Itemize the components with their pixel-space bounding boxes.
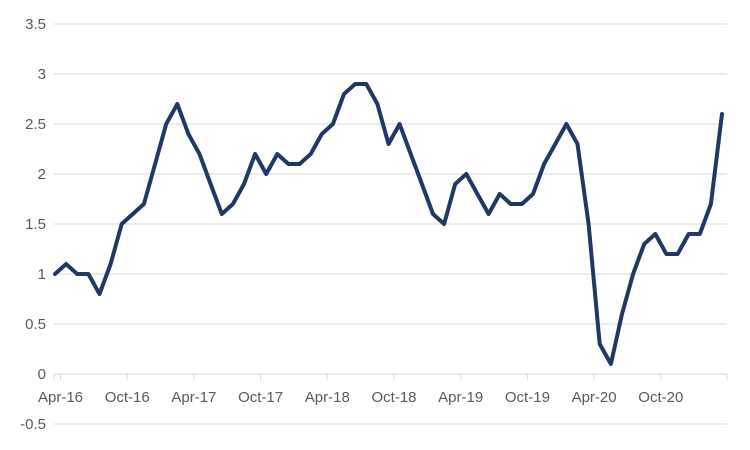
x-axis-label: Oct-19 — [505, 389, 550, 406]
x-axis-label: Apr-17 — [171, 389, 216, 406]
x-axis-label: Apr-16 — [38, 389, 83, 406]
y-axis-label: 1 — [38, 266, 46, 283]
x-axis-label: Apr-20 — [572, 389, 617, 406]
y-axis-label: 2 — [38, 166, 46, 183]
y-axis-label: 0 — [38, 366, 46, 383]
x-axis-label: Oct-18 — [371, 389, 416, 406]
x-axis-label: Apr-18 — [305, 389, 350, 406]
x-axis-label: Oct-20 — [638, 389, 683, 406]
x-axis-label: Apr-19 — [438, 389, 483, 406]
data-line — [53, 82, 724, 366]
y-axis-label: -0.5 — [20, 416, 46, 433]
y-axis-label: 1.5 — [25, 216, 46, 233]
y-axis-label: 0.5 — [25, 316, 46, 333]
x-axis-label: Oct-16 — [105, 389, 150, 406]
y-axis-label: 2.5 — [25, 116, 46, 133]
y-axis-label: 3 — [38, 66, 46, 83]
x-axis-label: Oct-17 — [238, 389, 283, 406]
y-axis-label: 3.5 — [25, 16, 46, 33]
